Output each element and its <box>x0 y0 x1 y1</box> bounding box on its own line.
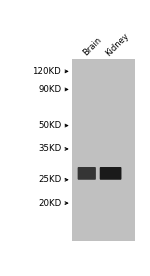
Text: 120KD: 120KD <box>32 67 61 76</box>
FancyBboxPatch shape <box>100 167 122 180</box>
Text: Kidney: Kidney <box>104 31 131 58</box>
Text: 25KD: 25KD <box>38 175 61 184</box>
Bar <box>72 59 135 242</box>
Text: 35KD: 35KD <box>38 144 61 153</box>
Text: 20KD: 20KD <box>38 199 61 208</box>
Text: 50KD: 50KD <box>38 121 61 130</box>
FancyBboxPatch shape <box>78 167 96 180</box>
Text: 90KD: 90KD <box>38 85 61 94</box>
Text: Brain: Brain <box>82 35 104 58</box>
